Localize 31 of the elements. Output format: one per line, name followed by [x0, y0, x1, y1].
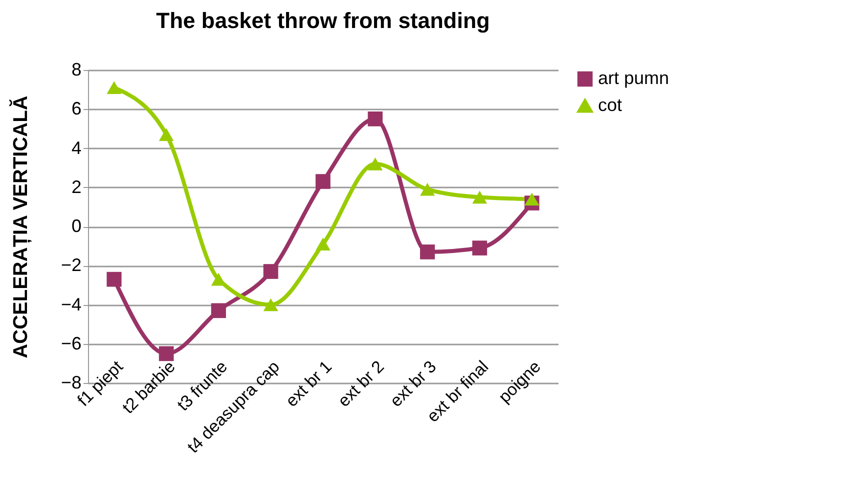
- point: [316, 174, 330, 189]
- y-tick-label: 0: [71, 216, 82, 236]
- point: [106, 272, 122, 287]
- y-tick-label: 8: [71, 60, 82, 80]
- point: [472, 190, 488, 204]
- point: [368, 111, 383, 126]
- y-tick-label: 2: [71, 176, 82, 197]
- y-tick-label: −8: [60, 372, 82, 392]
- y-axis-title: ACCELERAȚIA VERTICALĂ: [8, 96, 32, 358]
- point: [158, 128, 174, 141]
- point: [472, 240, 488, 256]
- y-tick-label: 4: [71, 138, 82, 158]
- point: [420, 244, 435, 260]
- point: [106, 81, 122, 94]
- y-tick-label: −6: [60, 333, 82, 354]
- point: [263, 298, 278, 312]
- y-tick-label: −2: [60, 255, 82, 276]
- x-tick-label: ext br 2: [334, 357, 388, 411]
- point: [211, 303, 226, 318]
- point: [263, 264, 278, 279]
- chart-title: The basket throw from standing: [156, 8, 490, 33]
- point: [158, 346, 174, 362]
- point: [316, 238, 330, 251]
- y-tick-label: −4: [60, 294, 82, 314]
- point: [420, 182, 435, 196]
- legend-label: cot: [598, 95, 622, 115]
- point: [524, 192, 540, 206]
- point: [368, 157, 383, 170]
- x-tick-label: ext br 1: [282, 357, 336, 411]
- legend-label: art pumn: [598, 68, 670, 88]
- y-tick-label: 6: [71, 98, 82, 119]
